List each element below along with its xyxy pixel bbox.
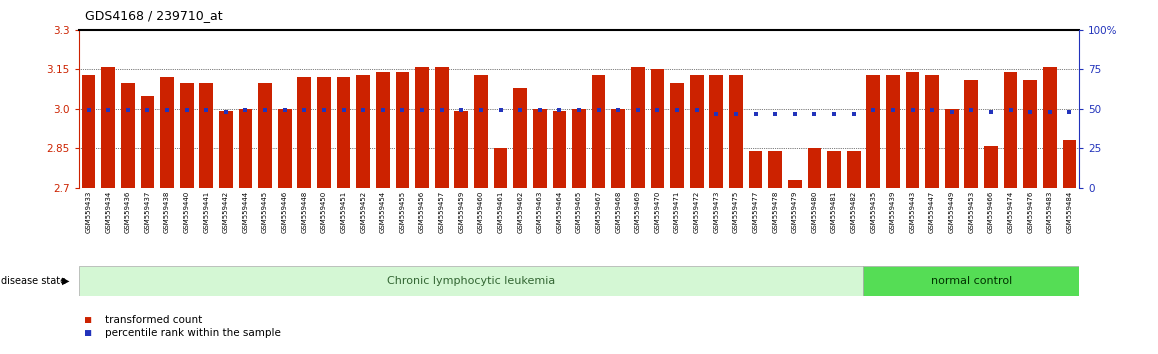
Bar xyxy=(592,75,606,188)
Bar xyxy=(493,148,507,188)
Bar xyxy=(807,148,821,188)
Bar xyxy=(79,266,864,296)
Bar xyxy=(120,82,134,188)
Bar xyxy=(101,67,115,188)
Bar xyxy=(611,109,625,188)
Bar xyxy=(552,112,566,188)
Text: percentile rank within the sample: percentile rank within the sample xyxy=(105,328,281,338)
Bar xyxy=(906,72,919,188)
Bar xyxy=(730,75,742,188)
Bar xyxy=(258,82,272,188)
Bar xyxy=(749,151,762,188)
Bar xyxy=(1024,80,1038,188)
Bar xyxy=(337,77,351,188)
Bar xyxy=(787,180,801,188)
Bar xyxy=(416,67,428,188)
Bar xyxy=(925,75,939,188)
Text: transformed count: transformed count xyxy=(105,315,203,325)
Text: normal control: normal control xyxy=(931,275,1012,286)
Bar xyxy=(670,82,684,188)
Bar xyxy=(434,67,448,188)
Bar xyxy=(886,75,900,188)
Bar xyxy=(651,69,665,188)
Bar xyxy=(631,67,645,188)
Bar xyxy=(984,145,998,188)
Bar xyxy=(278,109,292,188)
Bar xyxy=(376,72,390,188)
Text: ▶: ▶ xyxy=(63,275,69,286)
Bar xyxy=(846,151,860,188)
Bar xyxy=(572,109,586,188)
Bar xyxy=(298,77,312,188)
Bar xyxy=(160,77,174,188)
Bar xyxy=(965,80,979,188)
Bar xyxy=(864,266,1079,296)
Text: ■: ■ xyxy=(85,328,90,338)
Bar xyxy=(239,109,252,188)
Text: Chronic lymphocytic leukemia: Chronic lymphocytic leukemia xyxy=(387,275,555,286)
Bar xyxy=(179,82,193,188)
Bar xyxy=(140,96,154,188)
Bar xyxy=(945,109,959,188)
Bar xyxy=(199,82,213,188)
Bar xyxy=(533,109,547,188)
Bar xyxy=(454,112,468,188)
Bar xyxy=(357,75,371,188)
Text: GDS4168 / 239710_at: GDS4168 / 239710_at xyxy=(85,9,222,22)
Bar xyxy=(866,75,880,188)
Bar xyxy=(513,88,527,188)
Bar xyxy=(317,77,331,188)
Text: ■: ■ xyxy=(85,315,90,325)
Text: disease state: disease state xyxy=(1,275,66,286)
Bar xyxy=(710,75,724,188)
Bar xyxy=(690,75,704,188)
Bar xyxy=(827,151,841,188)
Bar xyxy=(1063,141,1076,188)
Bar xyxy=(82,75,95,188)
Bar xyxy=(474,75,488,188)
Bar xyxy=(1043,67,1057,188)
Bar xyxy=(1004,72,1018,188)
Bar xyxy=(396,72,409,188)
Bar xyxy=(219,112,233,188)
Bar xyxy=(768,151,782,188)
